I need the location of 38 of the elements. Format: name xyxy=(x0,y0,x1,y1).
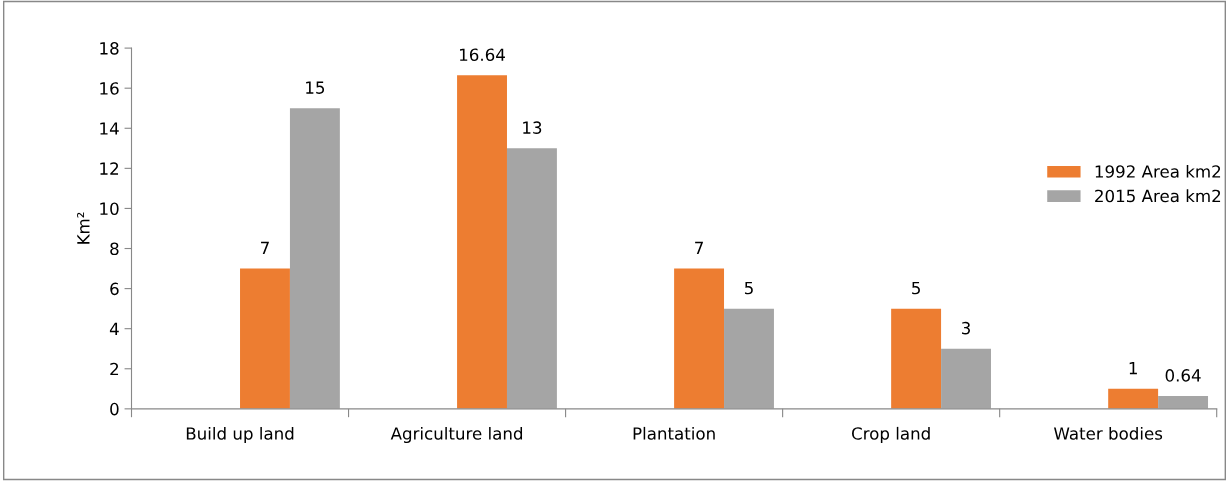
data-label: 5 xyxy=(744,281,753,295)
y-tick-label: 12 xyxy=(100,162,119,175)
y-axis-title: Km² xyxy=(77,212,90,244)
y-tick-label: 16 xyxy=(100,82,119,95)
data-label: 5 xyxy=(912,281,920,295)
data-label: 7 xyxy=(695,241,703,254)
x-tick-label: Crop land xyxy=(851,426,930,444)
data-label: 0.64 xyxy=(1165,369,1201,382)
y-tick-label: 10 xyxy=(100,202,119,215)
y-tick-label: 14 xyxy=(100,122,119,135)
x-tick-label: Water bodies xyxy=(1054,426,1163,440)
y-tick-label: 8 xyxy=(110,242,119,256)
bar xyxy=(891,308,942,409)
bar xyxy=(1108,388,1159,409)
x-tick-label: Agriculture land xyxy=(390,426,523,444)
y-tick-label: 6 xyxy=(110,282,119,296)
x-tick-label: Plantation xyxy=(633,426,715,440)
bar xyxy=(1158,396,1209,409)
legend-label: 2015 Area km2 xyxy=(1095,189,1221,203)
y-tick-label: 18 xyxy=(100,42,119,55)
bar xyxy=(457,75,507,409)
bar xyxy=(674,268,725,409)
y-tick-label: 4 xyxy=(109,322,119,336)
bar xyxy=(724,308,774,409)
data-label: 15 xyxy=(306,81,325,94)
y-tick-label: 0 xyxy=(110,402,119,416)
data-label: 1 xyxy=(1129,362,1137,375)
bar xyxy=(240,268,290,409)
legend-label: 1992 Area km2 xyxy=(1095,164,1221,178)
data-label: 7 xyxy=(261,241,269,254)
data-label: 16.64 xyxy=(460,48,505,62)
bar xyxy=(941,348,991,409)
data-label: 13 xyxy=(523,121,542,134)
y-tick-label: 2 xyxy=(110,362,119,376)
x-tick-label: Build up land xyxy=(186,426,294,444)
bar xyxy=(506,148,557,409)
bar xyxy=(289,108,340,409)
data-label: 3 xyxy=(962,321,970,335)
